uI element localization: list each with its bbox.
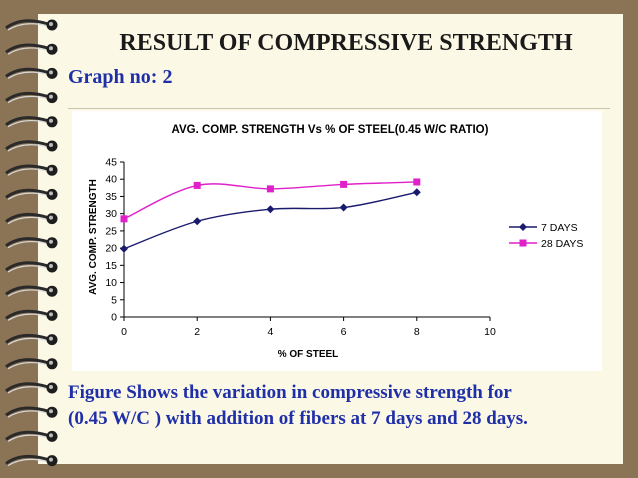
x-tick-label: 10 [484,326,496,338]
data-point [266,185,274,193]
legend-item: 28 DAYS [509,238,583,250]
divider-line [68,108,610,109]
y-tick-label: 0 [111,312,117,324]
caption-line-1: Figure Shows the variation in compressiv… [68,382,512,403]
x-axis-label: % OF STEEL [278,349,339,360]
binding-ring [5,309,58,321]
binding-ring [5,333,58,346]
binding-ring [5,188,58,200]
x-tick-label: 4 [267,326,273,338]
legend-marker [519,239,527,247]
legend-item: 7 DAYS [509,222,578,234]
y-tick-label: 10 [105,277,117,289]
binding-ring [5,382,58,394]
data-point [120,244,128,253]
y-tick-label: 45 [105,157,117,169]
data-point [193,181,201,189]
y-tick-label: 40 [105,174,117,186]
data-point [340,180,348,188]
chart-container: AVG. COMP. STRENGTH Vs % OF STEEL(0.45 W… [72,111,602,371]
figure-caption: Figure Shows the variation in compressiv… [68,380,618,432]
y-tick-label: 15 [105,260,117,272]
y-axis-label: AVG. COMP. STRENGTH [88,179,99,295]
caption-line-2: (0.45 W/C ) with addition of fibers at 7… [68,408,528,429]
binding-ring [5,140,58,152]
x-tick-label: 2 [194,326,200,338]
chart-axes: 0 5 10 15 20 25 30 35 40 45 0 2 4 6 8 10 [105,157,496,339]
binding-ring [5,430,58,442]
y-tick-label: 35 [105,191,117,203]
graph-number: Graph no: 2 [68,66,173,88]
y-tick-label: 5 [111,294,117,306]
data-point [193,217,202,226]
line-chart: AVG. COMP. STRENGTH Vs % OF STEEL(0.45 W… [88,124,583,360]
binding-ring [5,67,58,79]
legend-label: 28 DAYS [541,238,583,250]
data-point [266,205,275,214]
spiral-binding [5,19,58,467]
x-tick-label: 6 [341,326,347,338]
binding-ring [5,212,58,225]
data-point [413,178,421,186]
binding-ring [5,19,58,31]
binding-ring [5,116,58,128]
y-tick-label: 25 [105,225,117,237]
binding-ring [5,237,58,249]
chart-title: AVG. COMP. STRENGTH Vs % OF STEEL(0.45 W… [172,124,489,136]
series-7-days [120,188,421,253]
binding-ring [5,164,58,176]
data-point [412,188,421,197]
binding-ring [5,91,58,104]
slide-title: RESULT OF COMPRESSIVE STRENGTH [119,30,573,56]
binding-ring [5,285,58,297]
chart-legend: 7 DAYS 28 DAYS [509,222,583,250]
series-layer [120,178,421,253]
legend-label: 7 DAYS [541,222,578,234]
y-tick-label: 30 [105,208,117,220]
data-point [120,215,128,223]
binding-ring [5,43,58,55]
x-tick-label: 8 [414,326,420,338]
x-tick-label: 0 [121,326,127,338]
binding-ring [5,261,58,273]
data-point [339,203,348,212]
series-line [123,191,417,250]
binding-ring [5,406,58,418]
legend-marker [519,223,527,231]
binding-ring [5,358,58,370]
series-28-days [120,178,421,223]
binding-ring [5,454,58,467]
y-tick-label: 20 [105,243,117,255]
